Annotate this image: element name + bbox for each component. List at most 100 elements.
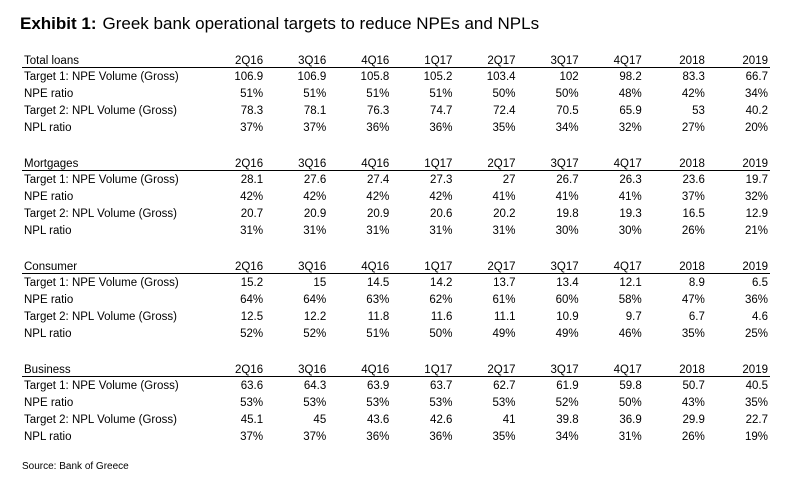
- table-cell: 40.5: [745, 379, 768, 392]
- table-cell: 26%: [681, 430, 705, 443]
- table-row: Target 2: NPL Volume (Gross) 78.3 78.1 76.3…: [22, 102, 770, 119]
- table-cell: 4.6: [752, 310, 768, 323]
- table-cell: 105.8: [360, 70, 390, 83]
- row-label: NPE ratio: [24, 190, 74, 203]
- section-business: Business 2Q16 3Q16 4Q16 1Q17 2Q17 3Q17 4Q17 2018…: [22, 359, 770, 445]
- row-label: Target 1: NPE Volume (Gross): [24, 276, 179, 289]
- table-cell: 52%: [303, 327, 327, 340]
- table-cell: 50%: [618, 396, 642, 409]
- table-cell: 36%: [366, 121, 390, 134]
- column-header: 2Q16: [202, 50, 266, 68]
- tables-container: Total loans 2Q16 3Q16 4Q16 1Q17 2Q17 3Q17 4Q17 2…: [22, 50, 770, 445]
- table-cell: 60%: [555, 293, 579, 306]
- column-header: 1Q17: [391, 256, 455, 274]
- table-cell: 74.7: [430, 104, 453, 117]
- table-cell: 72.4: [493, 104, 516, 117]
- table-cell: 106.9: [234, 70, 264, 83]
- table-cell: 34%: [744, 87, 768, 100]
- column-header: 2Q16: [202, 153, 266, 171]
- table-cell: 51%: [303, 87, 327, 100]
- column-header: 2019: [706, 153, 770, 171]
- column-header: 1Q17: [391, 153, 455, 171]
- data-table: Business 2Q16 3Q16 4Q16 1Q17 2Q17 3Q17 4Q17 2018…: [22, 359, 770, 445]
- exhibit-label: Exhibit 1:: [20, 14, 97, 33]
- column-header: 2Q17: [454, 153, 518, 171]
- table-cell: 63%: [366, 293, 390, 306]
- table-cell: 45: [313, 413, 327, 426]
- table-cell: 19%: [744, 430, 768, 443]
- table-cell: 43%: [681, 396, 705, 409]
- table-cell: 47%: [681, 293, 705, 306]
- table-row: Target 2: NPL Volume (Gross) 45.1 45 43.6 42…: [22, 411, 770, 428]
- section-heading: Business: [22, 359, 202, 377]
- header-row: Business 2Q16 3Q16 4Q16 1Q17 2Q17 3Q17 4Q17 2018…: [22, 359, 770, 377]
- row-label: NPE ratio: [24, 87, 74, 100]
- table-cell: 32%: [744, 190, 768, 203]
- table-cell: 13.7: [493, 276, 516, 289]
- table-row: NPL ratio 37% 37% 36% 36% 35% 34% 31% 26% 19%: [22, 428, 770, 445]
- table-cell: 20.6: [430, 207, 453, 220]
- table-cell: 103.4: [486, 70, 516, 83]
- source-note: Source: Bank of Greece: [22, 461, 129, 472]
- row-label: Target 2: NPL Volume (Gross): [24, 207, 177, 220]
- table-cell: 49%: [555, 327, 579, 340]
- table-cell: 23.6: [682, 173, 705, 186]
- column-header: 3Q16: [265, 359, 329, 377]
- column-header: 3Q17: [517, 50, 581, 68]
- section-heading: Mortgages: [22, 153, 202, 171]
- table-cell: 37%: [303, 430, 327, 443]
- table-cell: 12.1: [619, 276, 642, 289]
- table-cell: 26%: [681, 224, 705, 237]
- table-cell: 14.5: [366, 276, 390, 289]
- table-cell: 41%: [618, 190, 642, 203]
- column-header: 2018: [643, 256, 707, 274]
- table-cell: 78.3: [240, 104, 264, 117]
- table-cell: 21%: [744, 224, 768, 237]
- table-cell: 12.5: [240, 310, 264, 323]
- table-cell: 11.6: [430, 310, 453, 323]
- table-row: Target 1: NPE Volume (Gross) 63.6 64.3 63.9…: [22, 377, 770, 395]
- row-label: Target 1: NPE Volume (Gross): [24, 173, 179, 186]
- table-cell: 31%: [429, 224, 453, 237]
- column-header: 4Q16: [328, 256, 392, 274]
- table-cell: 42.6: [430, 413, 453, 426]
- table-cell: 37%: [681, 190, 705, 203]
- table-cell: 31%: [366, 224, 390, 237]
- table-cell: 20%: [744, 121, 768, 134]
- column-header: 1Q17: [391, 50, 455, 68]
- table-cell: 53: [692, 104, 705, 117]
- table-cell: 11.1: [494, 310, 516, 323]
- table-cell: 49%: [492, 327, 516, 340]
- column-header: 2Q17: [454, 50, 518, 68]
- table-cell: 35%: [492, 121, 516, 134]
- table-row: Target 1: NPE Volume (Gross) 106.9 106.9 10…: [22, 68, 770, 86]
- row-label: Target 2: NPL Volume (Gross): [24, 310, 177, 323]
- table-cell: 40.2: [745, 104, 768, 117]
- table-cell: 58%: [618, 293, 642, 306]
- table-cell: 42%: [240, 190, 264, 203]
- column-header: 3Q17: [517, 359, 581, 377]
- table-cell: 51%: [240, 87, 264, 100]
- table-cell: 30%: [555, 224, 579, 237]
- table-cell: 53%: [366, 396, 390, 409]
- column-header: 4Q17: [580, 50, 644, 68]
- table-cell: 63.7: [430, 379, 453, 392]
- table-cell: 51%: [429, 87, 453, 100]
- section-heading: Consumer: [22, 256, 202, 274]
- table-cell: 42%: [303, 190, 327, 203]
- table-cell: 53%: [429, 396, 453, 409]
- section-total-loans: Total loans 2Q16 3Q16 4Q16 1Q17 2Q17 3Q17 4Q17 2…: [22, 50, 770, 136]
- column-header: 2Q16: [202, 359, 266, 377]
- row-label: Target 2: NPL Volume (Gross): [24, 104, 177, 117]
- table-cell: 59.8: [619, 379, 642, 392]
- table-cell: 65.9: [619, 104, 642, 117]
- table-cell: 41: [502, 413, 516, 426]
- table-cell: 12.9: [745, 207, 768, 220]
- table-cell: 12.2: [303, 310, 327, 323]
- column-header: 4Q17: [580, 256, 644, 274]
- column-header: 2Q17: [454, 359, 518, 377]
- table-cell: 19.3: [619, 207, 642, 220]
- table-cell: 31%: [240, 224, 264, 237]
- table-cell: 19.8: [556, 207, 579, 220]
- row-label: Target 1: NPE Volume (Gross): [24, 379, 179, 392]
